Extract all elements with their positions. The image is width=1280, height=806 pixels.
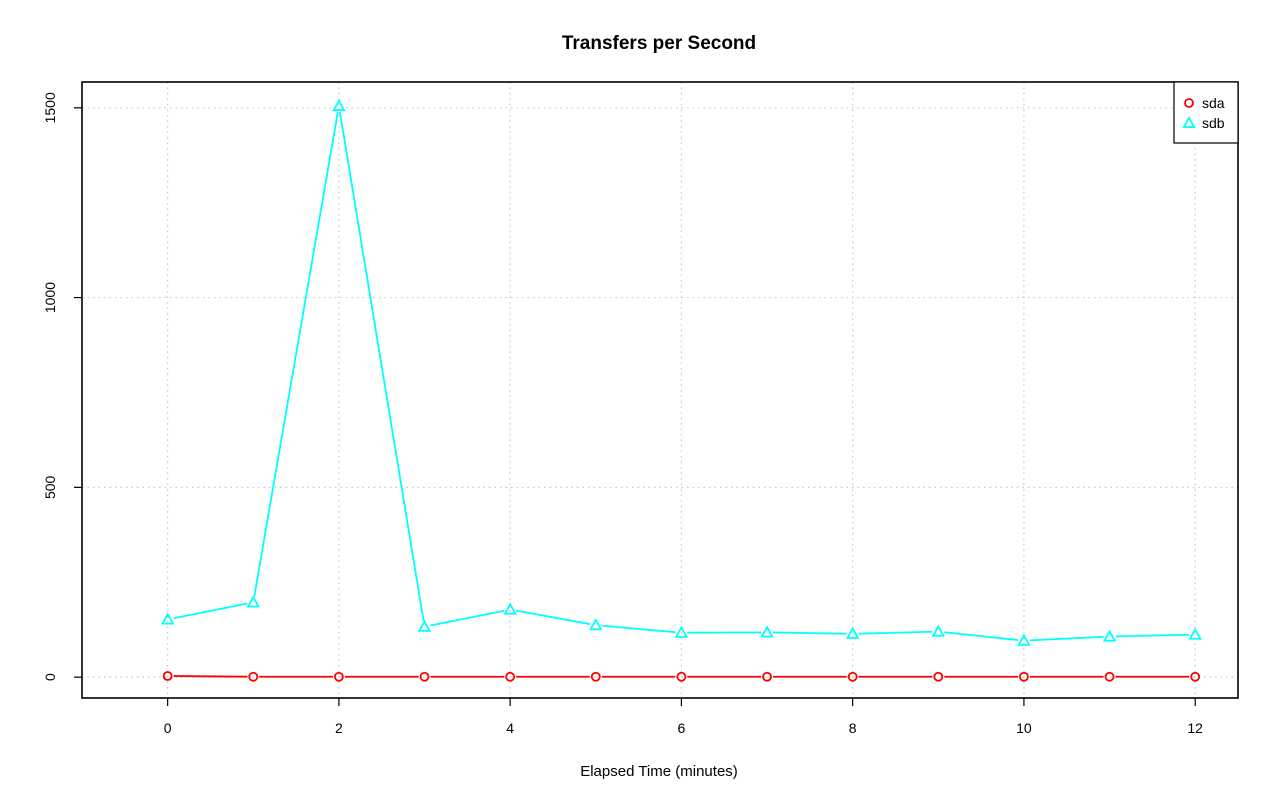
legend-box <box>1174 82 1238 143</box>
series-line-segment <box>516 611 590 624</box>
x-tick-label: 10 <box>1016 720 1032 736</box>
series-line-segment <box>1116 635 1190 637</box>
x-tick-label: 2 <box>335 720 343 736</box>
series-line-segment <box>773 632 847 633</box>
data-point <box>933 626 943 635</box>
series-line-segment <box>340 112 424 621</box>
data-point <box>421 673 429 681</box>
data-point <box>1106 673 1114 681</box>
series-line-segment <box>859 632 933 634</box>
x-axis-label: Elapsed Time (minutes) <box>580 763 738 780</box>
data-point <box>591 620 601 629</box>
x-tick-label: 6 <box>678 720 686 736</box>
series-line-segment <box>944 632 1018 640</box>
series-line-segment <box>174 604 248 619</box>
y-tick-label: 1000 <box>42 282 58 313</box>
grid-lines <box>82 82 1238 698</box>
y-tick-label: 1500 <box>42 92 58 123</box>
data-point <box>1190 629 1200 638</box>
series-line-segment <box>602 626 676 633</box>
x-tick-label: 0 <box>164 720 172 736</box>
axes: 0 2 4 6 8 10 12 0 500 1000 1500 <box>42 92 1203 736</box>
chart-title: Transfers per Second <box>562 33 756 54</box>
data-point <box>505 604 515 613</box>
x-tick-label: 8 <box>849 720 857 736</box>
data-point <box>592 673 600 681</box>
series-line-segment <box>430 611 504 626</box>
data-point <box>248 597 258 606</box>
data-point <box>419 621 429 630</box>
legend: sda sdb <box>1174 82 1238 143</box>
series-line-segment <box>254 112 338 597</box>
x-tick-label: 12 <box>1187 720 1203 736</box>
data-point <box>762 627 772 636</box>
data-point <box>164 672 172 680</box>
series-line-segment <box>174 676 248 677</box>
y-tick-label: 0 <box>42 673 58 681</box>
y-tick-label: 500 <box>42 475 58 499</box>
data-point <box>1104 631 1114 640</box>
plot-frame <box>82 82 1238 698</box>
x-tick-label: 4 <box>506 720 514 736</box>
series-line-segment <box>1030 637 1104 641</box>
legend-label-sdb: sdb <box>1202 115 1225 131</box>
legend-label-sda: sda <box>1202 95 1225 111</box>
